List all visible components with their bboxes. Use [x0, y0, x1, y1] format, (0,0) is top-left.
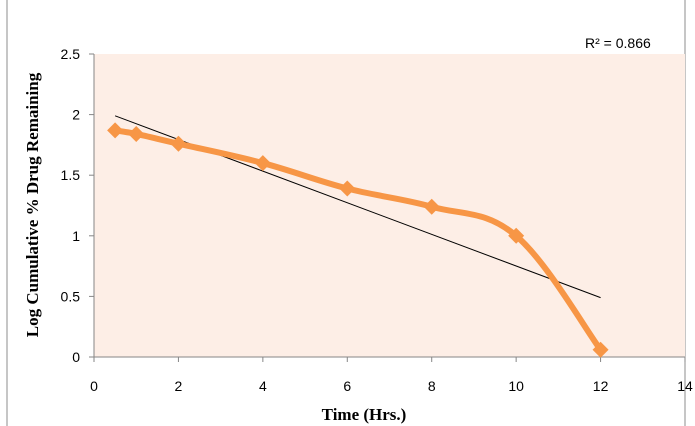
data-point-marker — [128, 125, 145, 142]
x-axis-ticks: 0 2 4 6 8 10 12 14 — [90, 357, 693, 394]
x-tick-label: 12 — [593, 378, 609, 394]
x-tick-label: 0 — [90, 378, 98, 394]
y-tick-label: 0 — [72, 349, 80, 365]
data-point-marker — [508, 227, 525, 244]
data-point-marker — [592, 341, 609, 358]
data-point-marker — [423, 198, 440, 215]
y-tick-label: 1 — [72, 228, 80, 244]
x-tick-label: 2 — [175, 378, 183, 394]
data-point-marker — [254, 155, 271, 172]
x-axis-label: Time (Hrs.) — [322, 405, 407, 424]
r2-label: R² = 0.866 — [585, 35, 651, 51]
x-tick-label: 6 — [343, 378, 351, 394]
y-axis-ticks: 0 0.5 1 1.5 2 2.5 — [61, 46, 94, 365]
x-tick-label: 10 — [508, 378, 524, 394]
x-tick-label: 4 — [259, 378, 267, 394]
data-point-marker — [170, 135, 187, 152]
y-axis-label: Log Cumulative % Drug Remaining — [23, 72, 42, 337]
y-tick-label: 1.5 — [61, 167, 81, 183]
data-point-marker — [339, 180, 356, 197]
y-tick-label: 2.5 — [61, 46, 81, 62]
x-tick-label: 14 — [677, 378, 693, 394]
x-tick-label: 8 — [428, 378, 436, 394]
y-tick-label: 0.5 — [61, 288, 81, 304]
y-tick-label: 2 — [72, 107, 80, 123]
plot-area — [94, 54, 685, 357]
data-point-marker — [107, 122, 124, 139]
series-markers — [107, 122, 609, 358]
